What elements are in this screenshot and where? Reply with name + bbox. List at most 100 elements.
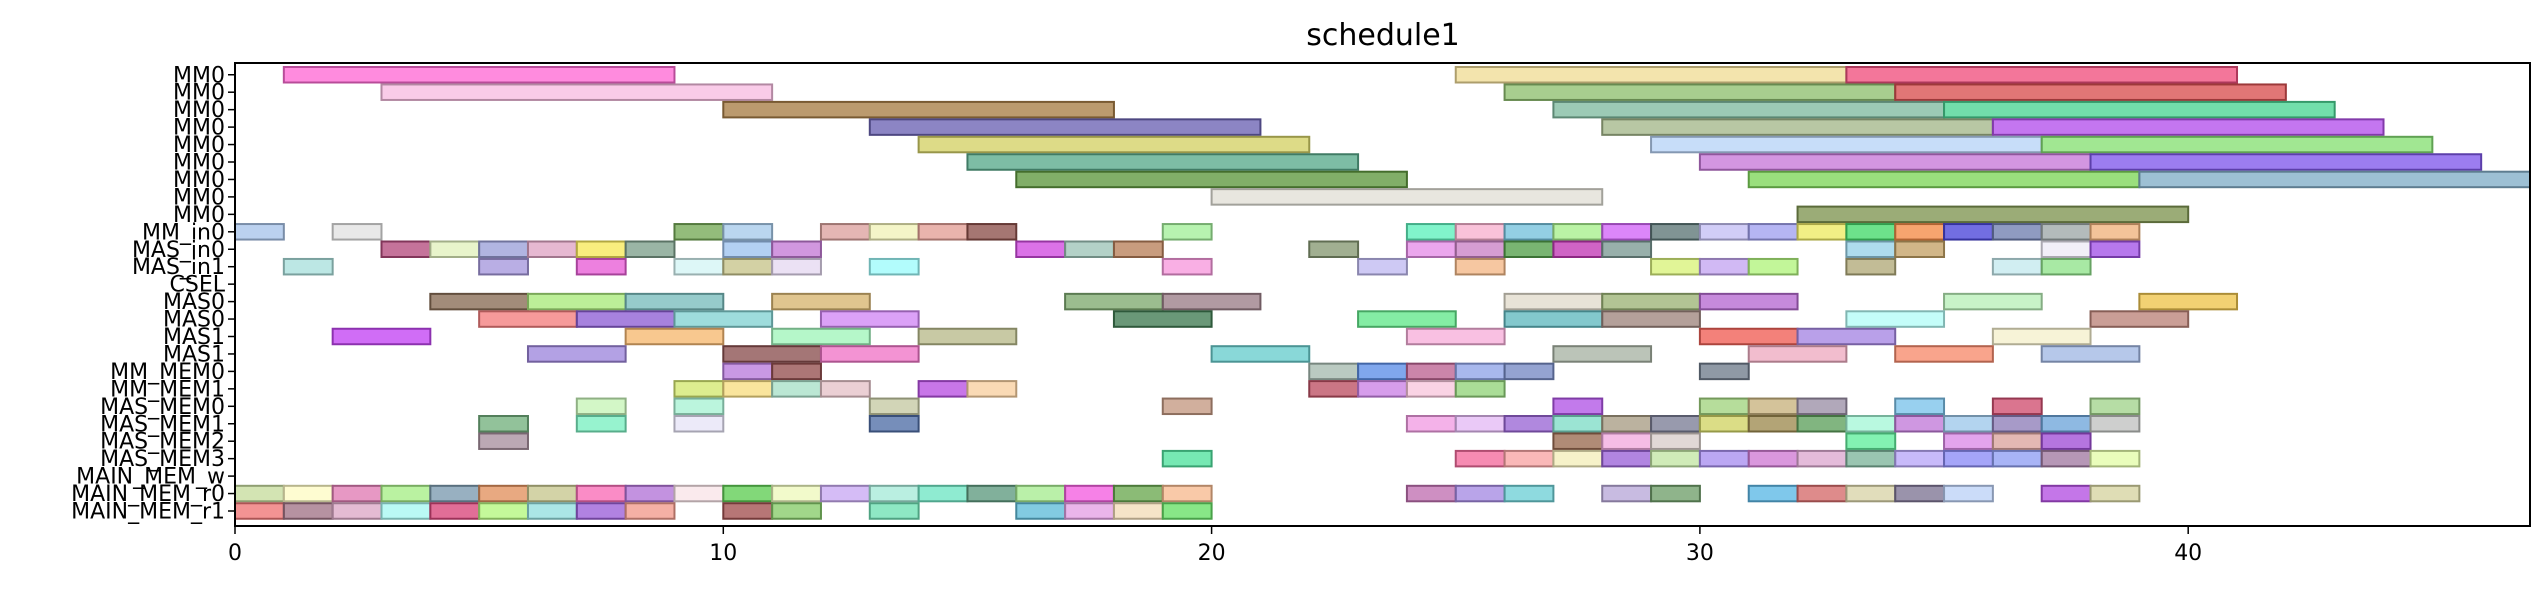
task-bar	[2040, 223, 2092, 241]
x-tick-label: 0	[228, 541, 242, 566]
task-bar	[1552, 240, 1604, 258]
task-bar	[771, 380, 822, 398]
task-bar	[1503, 362, 1555, 381]
task-bar	[624, 240, 676, 258]
task-bar	[2089, 449, 2141, 468]
task-bar	[1454, 415, 1506, 433]
task-bar	[1747, 449, 1799, 468]
task-bar	[1991, 118, 2385, 136]
task-bar	[868, 223, 920, 241]
task-bar	[1845, 240, 1897, 258]
task-bar	[1698, 153, 2092, 171]
task-bar	[1796, 415, 1848, 433]
task-bar	[1112, 484, 1164, 503]
task-bar	[1698, 292, 1799, 311]
task-bar	[1894, 484, 1946, 503]
task-bar	[1503, 484, 1555, 503]
task-bar	[1845, 257, 1897, 276]
task-bar	[234, 484, 285, 503]
y-tick-label: MAS_MEM3	[100, 447, 225, 472]
task-bar	[1161, 397, 1213, 416]
task-bar	[771, 484, 822, 503]
task-bar	[673, 415, 725, 433]
task-bar	[1796, 484, 1848, 503]
task-bar	[1943, 449, 1994, 468]
task-bar	[1601, 240, 1653, 258]
task-bar	[1991, 397, 2043, 416]
task-bar	[1698, 397, 1750, 416]
task-bar	[2089, 415, 2141, 433]
task-bar	[1991, 415, 2043, 433]
task-bar	[1454, 257, 1506, 276]
task-bar	[1552, 415, 1604, 433]
task-bar	[1064, 484, 1115, 503]
task-bar	[2089, 153, 2483, 171]
task-bar	[1943, 100, 2336, 119]
y-tick-label: MAS_MEM0	[100, 395, 225, 420]
task-bar	[1503, 415, 1555, 433]
task-bar	[1552, 345, 1653, 363]
task-bar	[1015, 240, 1067, 258]
task-bars	[234, 66, 2532, 520]
task-bar	[1845, 223, 1897, 241]
task-bar	[1650, 484, 1701, 503]
task-bar	[1357, 380, 1408, 398]
task-bar	[2040, 345, 2141, 363]
task-bar	[722, 240, 774, 258]
task-bar	[1405, 223, 1457, 241]
task-bar	[1650, 223, 1701, 241]
task-bar	[1601, 484, 1653, 503]
task-bar	[380, 484, 432, 503]
task-bar	[722, 257, 774, 276]
task-bar	[722, 380, 774, 398]
task-bar	[624, 292, 725, 311]
task-bar	[575, 397, 627, 416]
task-bar	[331, 502, 383, 520]
task-bar	[917, 135, 1311, 154]
task-bar	[1698, 362, 1750, 381]
task-bar	[1357, 362, 1408, 381]
task-bar	[478, 310, 578, 328]
task-bar	[966, 380, 1018, 398]
task-bar	[624, 327, 725, 346]
task-bar	[868, 415, 920, 433]
task-bar	[380, 83, 774, 101]
task-bar	[1112, 310, 1213, 328]
task-bar	[966, 223, 1018, 241]
task-bar	[1357, 257, 1408, 276]
y-tick-label: MAS1	[163, 325, 225, 350]
y-tick-label: MAS0	[163, 308, 225, 333]
y-tick-label: MM_in0	[142, 220, 225, 245]
y-tick-label: MAS0	[163, 290, 225, 315]
task-bar	[624, 502, 676, 520]
task-bar	[1894, 240, 1946, 258]
task-bar	[1991, 449, 2043, 468]
task-bar	[1796, 449, 1848, 468]
x-tick-label: 20	[1198, 541, 1226, 566]
task-bar	[771, 502, 822, 520]
task-bar	[526, 345, 627, 363]
task-bar	[478, 484, 529, 503]
task-bar	[1015, 484, 1067, 503]
task-bar	[1747, 415, 1799, 433]
task-bar	[1894, 397, 1946, 416]
task-bar	[1064, 502, 1115, 520]
task-bar	[917, 223, 969, 241]
task-bar	[380, 502, 432, 520]
task-bar	[1943, 484, 1994, 503]
task-bar	[478, 415, 529, 433]
task-bar	[1601, 449, 1653, 468]
task-bar	[1015, 502, 1067, 520]
task-bar	[1943, 292, 2043, 311]
x-tick-label: 40	[2174, 541, 2202, 566]
task-bar	[282, 484, 334, 503]
task-bar	[1845, 432, 1897, 450]
task-bar	[1698, 449, 1750, 468]
task-bar	[429, 292, 529, 311]
task-bar	[478, 432, 529, 450]
y-tick-label: MM0	[173, 203, 225, 228]
task-bar	[1454, 362, 1506, 381]
y-tick-label: MM_MEM1	[110, 377, 225, 402]
task-bar	[1601, 432, 1653, 450]
task-bar	[1161, 502, 1213, 520]
